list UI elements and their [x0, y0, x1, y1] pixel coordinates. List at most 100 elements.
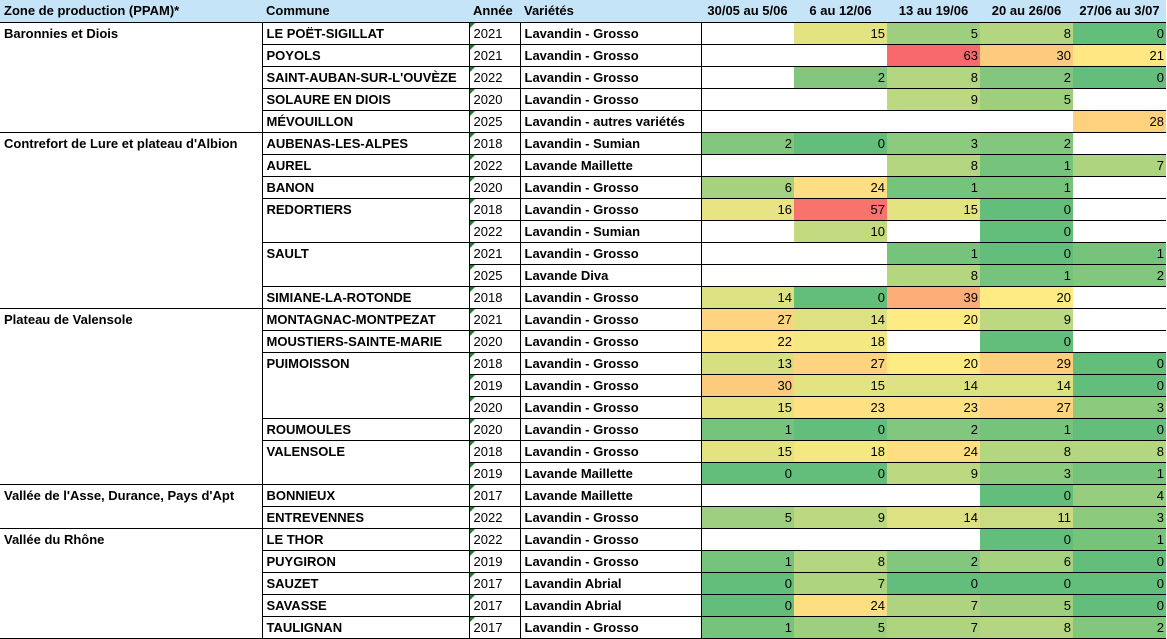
year-cell[interactable]: 2021	[469, 241, 521, 264]
week-5-cell[interactable]	[1073, 175, 1166, 198]
commune-cell[interactable]: POYOLS	[262, 43, 470, 66]
zone-cell[interactable]	[0, 330, 263, 352]
year-cell[interactable]: 2022	[469, 65, 521, 88]
week-5-cell[interactable]	[1073, 219, 1166, 242]
week-1-cell[interactable]	[701, 153, 794, 176]
variety-cell[interactable]: Lavandin - Grosso	[520, 395, 702, 418]
zone-cell[interactable]	[0, 440, 263, 462]
week-5-cell[interactable]: 2	[1073, 263, 1166, 286]
week-3-cell[interactable]: 39	[887, 285, 980, 308]
week-3-cell[interactable]: 8	[887, 153, 980, 176]
commune-cell[interactable]	[262, 264, 470, 286]
year-cell[interactable]: 2021	[469, 22, 521, 44]
zone-cell[interactable]	[0, 264, 263, 286]
zone-cell[interactable]: Plateau de Valensole	[0, 307, 263, 330]
week-3-cell[interactable]	[887, 527, 980, 550]
week-2-cell[interactable]: 23	[794, 395, 887, 418]
week-2-cell[interactable]: 24	[794, 593, 887, 616]
zone-cell[interactable]	[0, 572, 263, 594]
week-2-cell[interactable]: 8	[794, 549, 887, 572]
week-5-cell[interactable]: 1	[1073, 461, 1166, 484]
week-4-cell[interactable]: 0	[980, 219, 1073, 242]
year-cell[interactable]: 2017	[469, 593, 521, 616]
week-5-cell[interactable]	[1073, 329, 1166, 352]
week-3-cell[interactable]: 23	[887, 395, 980, 418]
week-1-cell[interactable]: 1	[701, 615, 794, 639]
header-week-2[interactable]: 6 au 12/06	[794, 0, 887, 23]
commune-cell[interactable]: MOUSTIERS-SAINTE-MARIE	[262, 329, 470, 352]
week-1-cell[interactable]: 1	[701, 549, 794, 572]
week-2-cell[interactable]	[794, 43, 887, 66]
week-5-cell[interactable]: 28	[1073, 109, 1166, 132]
week-3-cell[interactable]: 8	[887, 263, 980, 286]
week-3-cell[interactable]: 24	[887, 439, 980, 462]
week-4-cell[interactable]: 14	[980, 373, 1073, 396]
week-3-cell[interactable]: 1	[887, 241, 980, 264]
commune-cell[interactable]	[262, 220, 470, 242]
year-cell[interactable]: 2020	[469, 87, 521, 110]
week-2-cell[interactable]: 0	[794, 131, 887, 154]
zone-cell[interactable]	[0, 418, 263, 440]
zone-cell[interactable]	[0, 176, 263, 198]
variety-cell[interactable]: Lavandin - Grosso	[520, 285, 702, 308]
week-1-cell[interactable]: 5	[701, 505, 794, 528]
zone-cell[interactable]: Vallée du Rhône	[0, 527, 263, 550]
week-5-cell[interactable]: 3	[1073, 395, 1166, 418]
header-annee[interactable]: Année	[469, 0, 520, 23]
zone-cell[interactable]	[0, 616, 263, 639]
week-3-cell[interactable]: 2	[887, 549, 980, 572]
commune-cell[interactable]: BANON	[262, 175, 470, 198]
variety-cell[interactable]: Lavande Diva	[520, 263, 702, 286]
year-cell[interactable]: 2020	[469, 329, 521, 352]
commune-cell[interactable]	[262, 374, 470, 396]
zone-cell[interactable]	[0, 198, 263, 220]
variety-cell[interactable]: Lavande Maillette	[520, 461, 702, 484]
week-1-cell[interactable]: 30	[701, 373, 794, 396]
week-1-cell[interactable]: 15	[701, 395, 794, 418]
commune-cell[interactable]: MÉVOUILLON	[262, 109, 470, 132]
zone-cell[interactable]: Contrefort de Lure et plateau d'Albion	[0, 131, 263, 154]
year-cell[interactable]: 2022	[469, 505, 521, 528]
zone-cell[interactable]	[0, 110, 263, 132]
variety-cell[interactable]: Lavandin Abrial	[520, 571, 702, 594]
week-4-cell[interactable]: 0	[980, 483, 1073, 506]
variety-cell[interactable]: Lavande Maillette	[520, 153, 702, 176]
week-4-cell[interactable]: 5	[980, 593, 1073, 616]
commune-cell[interactable]: REDORTIERS	[262, 197, 470, 220]
variety-cell[interactable]: Lavandin - Grosso	[520, 175, 702, 198]
header-varietes[interactable]: Variétés	[520, 0, 701, 23]
week-1-cell[interactable]: 0	[701, 461, 794, 484]
variety-cell[interactable]: Lavandin - Grosso	[520, 307, 702, 330]
week-4-cell[interactable]: 20	[980, 285, 1073, 308]
week-3-cell[interactable]: 5	[887, 22, 980, 44]
variety-cell[interactable]: Lavandin - Grosso	[520, 373, 702, 396]
zone-cell[interactable]	[0, 286, 263, 308]
variety-cell[interactable]: Lavandin - Grosso	[520, 329, 702, 352]
header-zone[interactable]: Zone de production (PPAM)*	[0, 0, 262, 23]
commune-cell[interactable]: AUREL	[262, 153, 470, 176]
commune-cell[interactable]: LE POËT-SIGILLAT	[262, 22, 470, 44]
week-2-cell[interactable]: 0	[794, 461, 887, 484]
header-week-5[interactable]: 27/06 au 3/07	[1073, 0, 1166, 23]
week-4-cell[interactable]: 27	[980, 395, 1073, 418]
week-3-cell[interactable]: 15	[887, 197, 980, 220]
year-cell[interactable]: 2018	[469, 131, 521, 154]
week-5-cell[interactable]: 0	[1073, 549, 1166, 572]
week-4-cell[interactable]: 0	[980, 241, 1073, 264]
year-cell[interactable]: 2018	[469, 197, 521, 220]
week-3-cell[interactable]	[887, 109, 980, 132]
week-4-cell[interactable]	[980, 109, 1073, 132]
zone-cell[interactable]	[0, 352, 263, 374]
week-4-cell[interactable]: 2	[980, 131, 1073, 154]
week-1-cell[interactable]: 0	[701, 593, 794, 616]
zone-cell[interactable]	[0, 462, 263, 484]
week-2-cell[interactable]: 10	[794, 219, 887, 242]
week-4-cell[interactable]: 1	[980, 153, 1073, 176]
variety-cell[interactable]: Lavandin - Grosso	[520, 417, 702, 440]
year-cell[interactable]: 2018	[469, 351, 521, 374]
week-4-cell[interactable]: 8	[980, 615, 1073, 639]
week-5-cell[interactable]: 0	[1073, 417, 1166, 440]
week-3-cell[interactable]: 9	[887, 87, 980, 110]
week-2-cell[interactable]: 0	[794, 285, 887, 308]
commune-cell[interactable]: PUYGIRON	[262, 549, 470, 572]
